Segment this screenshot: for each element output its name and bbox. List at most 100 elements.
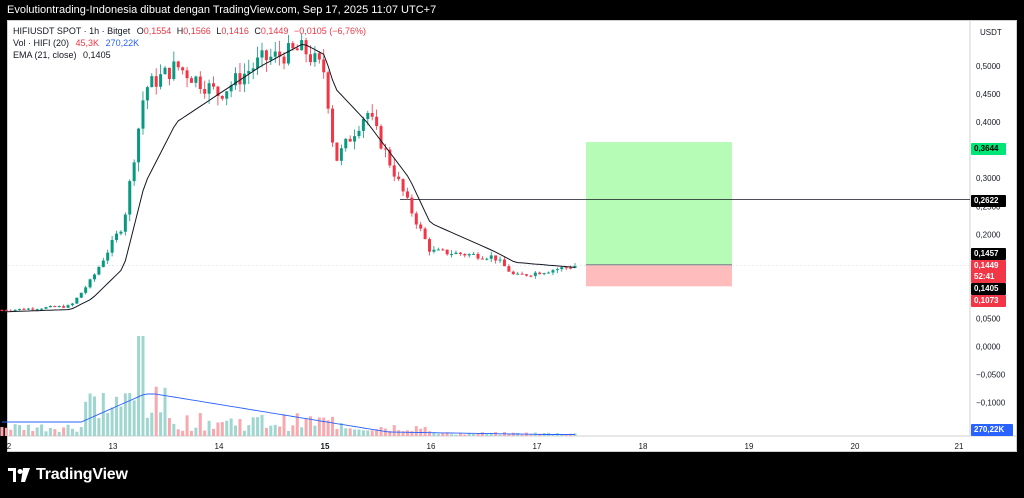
volume-ma-line[interactable] — [1, 393, 575, 435]
volume-bar — [370, 430, 374, 436]
candle — [397, 171, 401, 181]
volume-bar — [564, 434, 568, 436]
candle — [502, 256, 506, 267]
volume-bar — [498, 434, 502, 436]
candle — [4, 309, 8, 312]
candle — [308, 45, 312, 66]
volume-bar — [203, 430, 207, 436]
price-tick-label: 0,4500 — [976, 90, 1001, 99]
candle-body — [379, 126, 383, 149]
price-tick-label: 0,3000 — [976, 174, 1001, 183]
volume-bar — [163, 387, 167, 436]
candle-body — [397, 176, 401, 180]
candle-body — [251, 68, 255, 72]
legend-low: 0,1416 — [221, 26, 249, 36]
candle — [533, 271, 537, 279]
candle — [159, 64, 163, 90]
candle-body — [480, 258, 484, 260]
volume-bar — [300, 427, 304, 436]
volume-bar — [154, 386, 158, 436]
candle-body — [234, 73, 238, 86]
footer-bar — [0, 452, 1024, 498]
volume-bar — [57, 431, 61, 436]
candle — [370, 104, 374, 121]
volume-bar — [529, 434, 533, 436]
candle-body — [4, 310, 8, 312]
price-tick-label: 0,0000 — [976, 343, 1001, 352]
candle — [234, 67, 238, 91]
candle-body — [344, 138, 348, 149]
candle — [145, 85, 149, 110]
candle-body — [436, 249, 440, 251]
candle — [92, 273, 96, 282]
volume-bar — [194, 427, 198, 436]
volume-bar — [282, 414, 286, 436]
volume-bar — [189, 430, 193, 436]
candle-body — [216, 86, 220, 96]
candle — [278, 40, 282, 66]
candle-body — [40, 308, 44, 310]
candle — [273, 42, 277, 63]
volume-bar — [35, 427, 39, 436]
candle — [220, 95, 224, 101]
candle-body — [533, 272, 537, 276]
volume-bar — [106, 412, 110, 436]
candle-body — [123, 214, 127, 232]
candle-body — [366, 112, 370, 119]
candle-body — [101, 260, 105, 267]
candle — [538, 271, 542, 275]
candle — [511, 270, 515, 275]
candle-body — [128, 181, 132, 215]
candle — [141, 91, 145, 135]
candle — [300, 33, 304, 51]
volume-bar — [70, 428, 74, 436]
candle-body — [132, 162, 136, 182]
target-zone[interactable] — [586, 142, 732, 265]
volume-bar — [286, 430, 290, 436]
candle-body — [242, 73, 246, 85]
candle-body — [357, 130, 361, 137]
volume-bar — [278, 426, 282, 436]
volume-bar — [181, 430, 185, 436]
volume-bar — [436, 433, 440, 436]
candle-body — [467, 254, 471, 256]
stop-zone[interactable] — [586, 264, 732, 287]
price-tick-label: −0,1000 — [976, 399, 1006, 408]
candle-body — [331, 108, 335, 143]
ema-line[interactable] — [1, 43, 576, 313]
chart-frame[interactable] — [7, 20, 1017, 452]
time-tick-label: 2 — [7, 442, 12, 451]
legend-symbol[interactable]: HIFIUSDT SPOT · 1h · Bitget — [13, 26, 131, 36]
candle — [53, 305, 57, 308]
volume-bar — [273, 424, 277, 436]
volume-bar — [317, 417, 321, 436]
candle-body — [106, 252, 110, 261]
candle-body — [348, 138, 352, 142]
candle — [388, 146, 392, 168]
legend-volume-label[interactable]: Vol · HIFI (20) — [13, 38, 70, 48]
legend-ema-label[interactable]: EMA (21, close) — [13, 50, 77, 60]
time-tick-label: 13 — [109, 442, 118, 451]
volume-bar — [463, 434, 467, 436]
candle — [79, 292, 83, 298]
candle-body — [229, 85, 233, 92]
candle-body — [119, 231, 123, 234]
candle-body — [551, 270, 555, 273]
volume-bar — [291, 425, 295, 436]
price-tag: 0,1457 — [971, 248, 1006, 260]
legend-open: 0,1554 — [143, 26, 172, 36]
candle — [428, 237, 432, 256]
candle-body — [564, 267, 568, 269]
candle — [176, 60, 180, 71]
candle — [203, 80, 207, 99]
candle-body — [339, 148, 343, 161]
volume-bar — [331, 416, 335, 436]
price-tick-label: 0,5000 — [976, 62, 1001, 71]
candle — [353, 129, 357, 150]
tradingview-logo[interactable]: TradingView — [8, 466, 128, 484]
candle-body — [26, 308, 30, 310]
candle — [216, 85, 220, 106]
volume-bar — [31, 430, 35, 436]
candle-body — [445, 249, 449, 255]
